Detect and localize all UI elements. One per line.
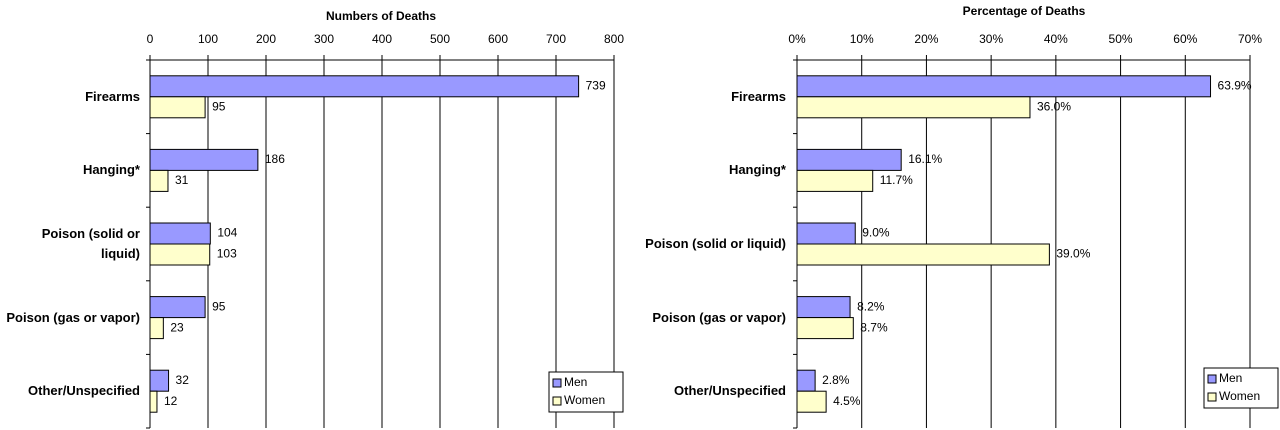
x-tick-label: 0 (147, 32, 154, 46)
x-tick-label: 60% (1173, 32, 1197, 46)
x-tick-label: 30% (979, 32, 1003, 46)
legend-label: Men (1219, 371, 1242, 385)
value-label: 104 (217, 226, 237, 240)
bar (149, 75, 580, 98)
legend-swatch (1207, 392, 1217, 402)
category-label: Other/Unspecified (28, 383, 140, 399)
value-label: 23 (170, 320, 184, 334)
value-label: 36.0% (1037, 99, 1071, 113)
x-tick-label: 40% (1044, 32, 1068, 46)
chart-title: Numbers of Deaths (326, 9, 436, 23)
chart-title: Percentage of Deaths (963, 4, 1086, 18)
value-label: 63.9% (1218, 78, 1252, 92)
category-label: Poison (solid or liquid) (41, 226, 140, 261)
value-label: 186 (265, 152, 285, 166)
value-label: 8.7% (860, 320, 888, 334)
x-tick-label: 600 (488, 32, 508, 46)
x-tick-label: 700 (546, 32, 566, 46)
x-tick-label: 100 (198, 32, 218, 46)
legend-swatch (552, 396, 562, 406)
value-label: 9.0% (862, 226, 890, 240)
bar (149, 390, 158, 413)
value-label: 11.7% (880, 173, 913, 187)
bar (796, 148, 902, 171)
x-tick-label: 500 (430, 32, 450, 46)
bar (149, 243, 211, 266)
bar (149, 96, 206, 119)
value-label: 12 (164, 394, 178, 408)
bar (149, 169, 169, 192)
bar (149, 148, 259, 171)
bar (149, 369, 170, 392)
value-label: 8.2% (857, 299, 885, 313)
category-label: Other/Unspecified (674, 383, 786, 399)
bar (796, 75, 1212, 98)
category-label: Firearms (731, 88, 786, 104)
x-tick-label: 400 (372, 32, 392, 46)
legend-swatch (552, 378, 562, 388)
x-tick-label: 800 (604, 32, 624, 46)
value-label: 4.5% (833, 394, 861, 408)
value-label: 95 (212, 99, 226, 113)
value-label: 103 (217, 247, 237, 261)
bar (796, 243, 1050, 266)
x-tick-label: 10% (850, 32, 874, 46)
x-tick-label: 50% (1109, 32, 1133, 46)
legend-label: Women (1219, 389, 1260, 403)
category-label: Hanging* (82, 162, 140, 178)
bar (796, 222, 856, 245)
value-label: 16.1% (908, 152, 942, 166)
category-label: Firearms (85, 88, 140, 104)
legend-label: Men (564, 375, 587, 389)
value-label: 739 (586, 78, 606, 92)
value-label: 95 (212, 299, 226, 313)
category-label: Hanging* (728, 162, 786, 178)
x-tick-label: 200 (256, 32, 276, 46)
bar (796, 390, 827, 413)
value-label: 2.8% (822, 373, 850, 387)
bar (149, 222, 211, 245)
legend-swatch (1207, 374, 1217, 384)
category-label: Poison (gas or vapor) (652, 309, 786, 325)
x-tick-label: 300 (314, 32, 334, 46)
category-label: Poison (gas or vapor) (6, 309, 140, 325)
bar (149, 317, 164, 340)
value-label: 39.0% (1056, 247, 1090, 261)
bar (796, 369, 816, 392)
bar (796, 169, 874, 192)
value-label: 31 (175, 173, 189, 187)
bar (796, 96, 1031, 119)
x-tick-label: 0% (788, 32, 806, 46)
x-tick-label: 20% (914, 32, 938, 46)
bar (149, 296, 206, 319)
bar (796, 317, 854, 340)
legend-label: Women (564, 393, 605, 407)
value-label: 32 (176, 373, 190, 387)
x-tick-label: 70% (1238, 32, 1262, 46)
category-label: Poison (solid or liquid) (645, 236, 786, 251)
bar (796, 296, 851, 319)
